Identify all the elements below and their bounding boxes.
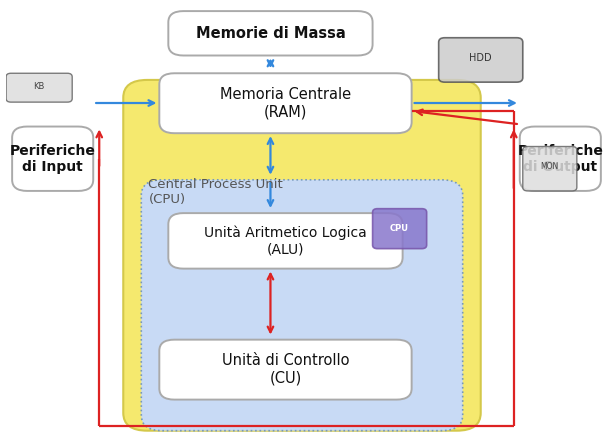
- FancyBboxPatch shape: [6, 73, 72, 102]
- Text: Periferiche
di Output: Periferiche di Output: [517, 143, 603, 174]
- Text: KB: KB: [34, 82, 45, 91]
- FancyBboxPatch shape: [123, 80, 481, 431]
- Text: Memorie di Massa: Memorie di Massa: [196, 26, 345, 41]
- FancyBboxPatch shape: [373, 209, 427, 249]
- Text: Unità Aritmetico Logica
(ALU): Unità Aritmetico Logica (ALU): [204, 226, 367, 256]
- FancyBboxPatch shape: [439, 38, 523, 82]
- FancyBboxPatch shape: [159, 73, 412, 133]
- Text: MON: MON: [541, 162, 559, 171]
- Text: Memoria Centrale
(RAM): Memoria Centrale (RAM): [220, 87, 351, 119]
- FancyBboxPatch shape: [169, 11, 373, 56]
- Text: Unità di Controllo
(CU): Unità di Controllo (CU): [222, 353, 349, 386]
- FancyBboxPatch shape: [141, 180, 463, 431]
- FancyBboxPatch shape: [159, 340, 412, 400]
- FancyBboxPatch shape: [12, 127, 93, 191]
- Text: HDD: HDD: [470, 53, 492, 63]
- Text: Periferiche
di Input: Periferiche di Input: [10, 143, 96, 174]
- Text: Central Process Unit
(CPU): Central Process Unit (CPU): [148, 178, 283, 206]
- FancyBboxPatch shape: [520, 127, 601, 191]
- FancyBboxPatch shape: [523, 147, 577, 191]
- FancyBboxPatch shape: [169, 213, 403, 269]
- Text: CPU: CPU: [390, 224, 409, 233]
